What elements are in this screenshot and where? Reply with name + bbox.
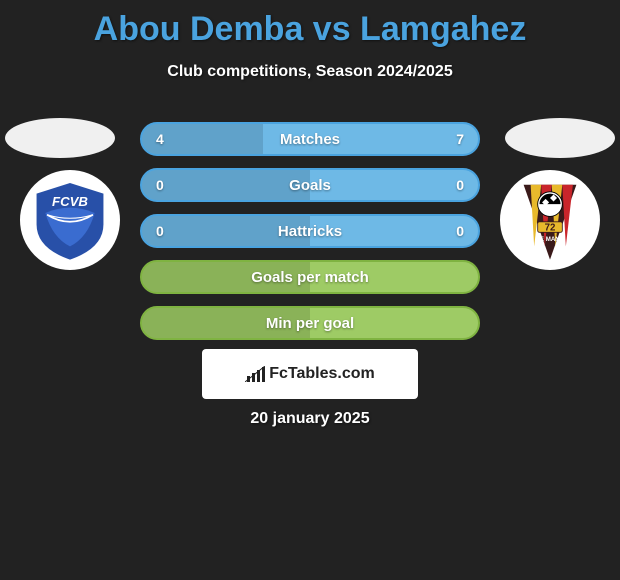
stat-bar: Goals per match [140,260,480,294]
stat-bar: Hattricks0 0 [140,214,480,248]
club-pennant-icon: 72 LE MANS [506,176,594,264]
svg-text:FCVB: FCVB [52,194,88,209]
page-subtitle: Club competitions, Season 2024/2025 [0,63,620,81]
stat-bar-label: Goals [142,170,478,200]
stat-bar: Matches4 7 [140,122,480,156]
svg-text:LE MANS: LE MANS [536,236,564,243]
player-avatar-left [5,118,115,178]
player-avatar-right [505,118,615,178]
club-shield-icon: FCVB [26,176,114,264]
watermark-text: FcTables.com [269,365,375,383]
svg-text:72: 72 [545,223,556,234]
stat-bar: Goals0 0 [140,168,480,202]
bars-icon [245,366,265,382]
avatar-placeholder-icon [5,118,115,158]
stat-bar-label: Matches [142,124,478,154]
stat-bar-value-right: 7 [456,124,464,154]
stat-bar-label: Goals per match [142,262,478,292]
stat-bar-value-right: 0 [456,216,464,246]
club-badge-left: FCVB [20,170,120,270]
stat-bar: Min per goal [140,306,480,340]
stat-bar-label: Hattricks [142,216,478,246]
stat-bar-value-left: 0 [156,170,164,200]
stat-bar-label: Min per goal [142,308,478,338]
page-title: Abou Demba vs Lamgahez [0,0,620,49]
stat-bars-container: Matches47Goals00Hattricks00Goals per mat… [140,122,480,352]
club-badge-right: 72 LE MANS [500,170,600,270]
snapshot-date: 20 january 2025 [0,410,620,428]
stat-bar-value-left: 0 [156,216,164,246]
fctables-watermark: FcTables.com [202,349,418,399]
stat-bar-value-left: 4 [156,124,164,154]
avatar-placeholder-icon [505,118,615,158]
stat-bar-value-right: 0 [456,170,464,200]
